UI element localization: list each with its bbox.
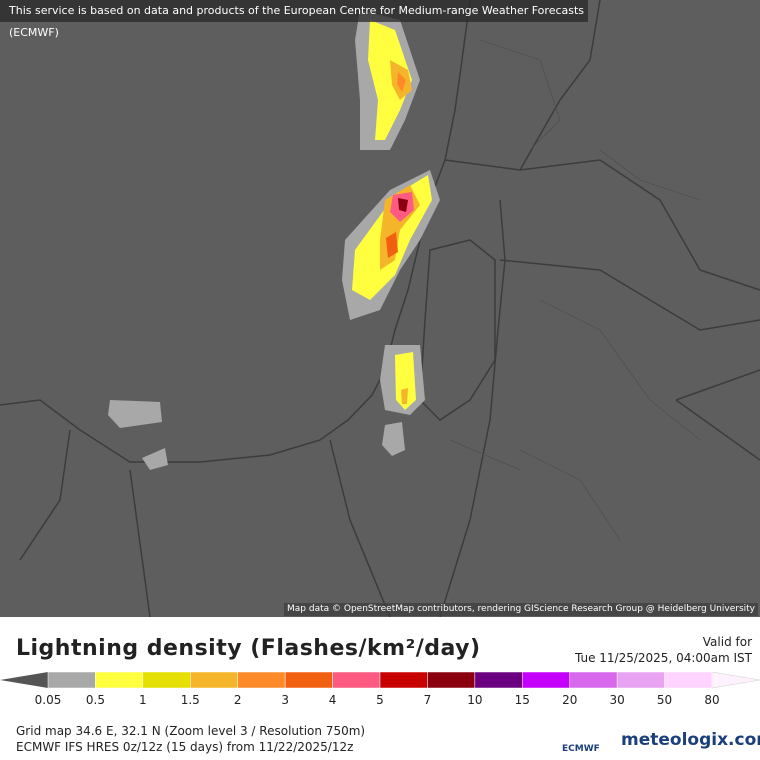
service-banner: This service is based on data and produc… [0,0,588,39]
tick-label: 1.5 [181,693,200,707]
tick-label: 10 [467,693,482,707]
tick-label: 0.05 [35,693,62,707]
legend-title: Lightning density (Flashes/km²/day) [16,636,481,661]
color-step [190,671,238,689]
color-step [522,671,570,689]
tick-label: 7 [424,693,432,707]
tick-label: 30 [610,693,625,707]
valid-time: Valid for Tue 11/25/2025, 04:00am IST [575,634,752,666]
color-step [237,671,286,689]
valid-date: Tue 11/25/2025, 04:00am IST [574,651,752,665]
tick-label: 20 [562,693,577,707]
tick-label: 50 [657,693,672,707]
tick-label: 5 [376,693,384,707]
color-step [142,671,191,689]
under-arrow [0,672,48,688]
footer-model: ECMWF IFS HRES 0z/12z (15 days) from 11/… [16,740,354,754]
colorbar: 0.05 0.5 1 1.5 2 3 4 5 7 10 15 20 30 50 80 [0,671,760,707]
color-step [47,671,96,689]
color-step [474,671,523,689]
tick-label: 0.5 [86,693,105,707]
map [0,0,760,617]
footer-grid: Grid map 34.6 E, 32.1 N (Zoom level 3 / … [16,724,366,738]
ecmwf-logo: ECMWF [562,744,600,754]
tick-label: 15 [515,693,530,707]
over-arrow [711,671,760,689]
map-attribution: Map data © OpenStreetMap contributors, r… [284,603,758,616]
color-step [616,671,665,689]
tick-label: 3 [281,693,289,707]
color-step [664,671,713,689]
color-step [332,671,381,689]
valid-label: Valid for [702,635,752,649]
color-step [284,671,333,689]
tick-label: 4 [329,693,337,707]
tick-label: 1 [139,693,147,707]
tick-label: 80 [704,693,719,707]
color-step [379,671,428,689]
color-step [427,671,476,689]
color-step [569,671,618,689]
meteologix-logo: meteologix.com [621,730,760,750]
color-step [95,671,144,689]
tick-label: 2 [234,693,242,707]
